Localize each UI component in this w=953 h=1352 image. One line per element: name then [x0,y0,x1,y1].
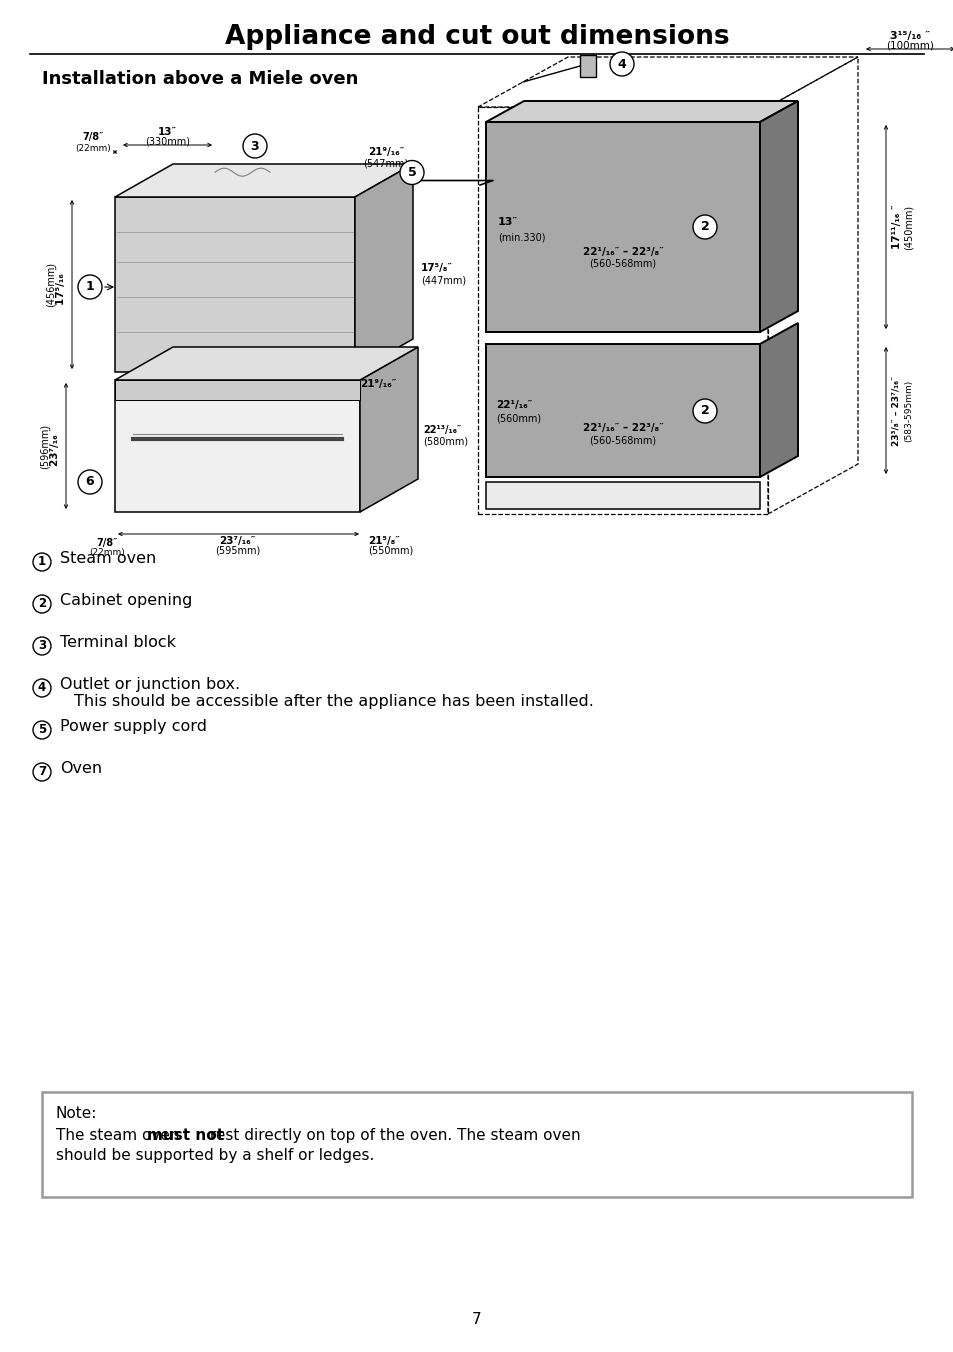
Circle shape [399,161,423,184]
Text: Oven: Oven [60,761,102,776]
Text: (456mm): (456mm) [46,262,56,307]
Bar [579,55,596,77]
Text: (583-595mm): (583-595mm) [903,380,912,442]
Circle shape [33,763,51,781]
Text: 23⁷/₁₆″: 23⁷/₁₆″ [219,535,255,546]
Text: 4: 4 [617,58,626,70]
Text: 2: 2 [700,220,709,234]
Text: 3: 3 [38,639,46,653]
Text: 2: 2 [700,404,709,418]
Text: 7/8″: 7/8″ [82,132,104,142]
Text: should be supported by a shelf or ledges.: should be supported by a shelf or ledges… [56,1148,374,1163]
Text: (22mm): (22mm) [75,145,111,153]
Text: Note:: Note: [56,1106,97,1121]
FancyBboxPatch shape [42,1092,911,1197]
Text: 6: 6 [86,476,94,488]
Polygon shape [485,483,760,508]
Polygon shape [359,347,417,512]
Text: (550mm): (550mm) [368,546,413,556]
Text: rest directly on top of the oven. The steam oven: rest directly on top of the oven. The st… [205,1128,580,1142]
Text: 5: 5 [38,723,46,737]
Text: 21⁹/₁₆″: 21⁹/₁₆″ [368,147,404,157]
Text: Power supply cord: Power supply cord [60,719,207,734]
Text: 21⁹/₁₆″: 21⁹/₁₆″ [359,379,395,389]
Text: (330mm): (330mm) [145,137,190,147]
Circle shape [692,399,717,423]
Text: 22¹/₁₆″ – 22³/₈″: 22¹/₁₆″ – 22³/₈″ [582,423,662,434]
Circle shape [692,215,717,239]
Text: (447mm): (447mm) [420,276,466,285]
Text: (547mm): (547mm) [363,160,408,169]
Text: 4: 4 [38,681,46,695]
Text: 1: 1 [38,556,46,568]
Text: 7/8″: 7/8″ [96,538,117,548]
Text: Cabinet opening: Cabinet opening [60,594,193,608]
Text: (min.330): (min.330) [497,233,545,242]
Text: (580mm): (580mm) [422,437,468,448]
Circle shape [33,637,51,654]
Polygon shape [115,197,355,372]
Polygon shape [760,101,797,333]
Text: This should be accessible after the appliance has been installed.: This should be accessible after the appl… [74,695,594,710]
Text: (100mm): (100mm) [885,41,933,51]
Text: 22¹/₁₆″ – 22³/₈″: 22¹/₁₆″ – 22³/₈″ [582,247,662,257]
Text: 3¹⁵/₁₆ ″: 3¹⁵/₁₆ ″ [889,31,929,41]
Polygon shape [115,380,359,400]
Polygon shape [115,347,417,380]
Text: 21⁵/₈″: 21⁵/₈″ [368,535,399,546]
Text: Steam oven: Steam oven [60,552,156,566]
Circle shape [78,470,102,493]
Polygon shape [485,101,797,122]
Text: 17¹¹/₁₆ ″: 17¹¹/₁₆ ″ [891,204,901,249]
Text: The steam oven: The steam oven [56,1128,184,1142]
Circle shape [33,595,51,612]
Text: (560-568mm): (560-568mm) [589,435,656,446]
Circle shape [609,51,634,76]
Text: 7: 7 [472,1313,481,1328]
Text: 3: 3 [251,139,259,153]
Text: 13″: 13″ [158,127,177,137]
Text: 17⁵/₁₆ ″: 17⁵/₁₆ ″ [56,265,66,304]
Text: Installation above a Miele oven: Installation above a Miele oven [42,70,358,88]
Polygon shape [115,380,359,512]
Text: 1: 1 [86,280,94,293]
Circle shape [33,679,51,698]
Text: (450mm): (450mm) [903,204,913,250]
Polygon shape [355,164,413,372]
Polygon shape [115,164,413,197]
Polygon shape [485,343,760,477]
Text: (22mm): (22mm) [89,548,125,557]
Circle shape [33,553,51,571]
Text: Appliance and cut out dimensions: Appliance and cut out dimensions [225,24,728,50]
Text: 2: 2 [38,598,46,611]
Text: 23⁷/₁₆″: 23⁷/₁₆″ [212,387,248,396]
Text: 22¹/₁₆″: 22¹/₁₆″ [496,400,532,411]
Circle shape [243,134,267,158]
Polygon shape [760,323,797,477]
Text: 13″: 13″ [497,218,517,227]
Text: Terminal block: Terminal block [60,635,175,650]
Text: 5: 5 [407,166,416,178]
Text: 23³/₈″ – 23⁷/₁₆″: 23³/₈″ – 23⁷/₁₆″ [891,376,900,446]
Text: 7: 7 [38,765,46,779]
Polygon shape [485,122,760,333]
Text: (560mm): (560mm) [496,414,540,423]
Circle shape [33,721,51,740]
Text: must not: must not [148,1128,224,1142]
Text: (560-568mm): (560-568mm) [589,260,656,269]
Text: Outlet or junction box.: Outlet or junction box. [60,677,240,692]
Text: (596mm): (596mm) [40,423,50,469]
Text: 17⁵/₈″: 17⁵/₈″ [420,264,453,273]
Text: 22¹³/₁₆″: 22¹³/₁₆″ [422,425,461,435]
Text: (595mm): (595mm) [214,546,260,556]
Circle shape [78,274,102,299]
Text: 23⁷/₁₆ ″: 23⁷/₁₆ ″ [50,426,60,466]
